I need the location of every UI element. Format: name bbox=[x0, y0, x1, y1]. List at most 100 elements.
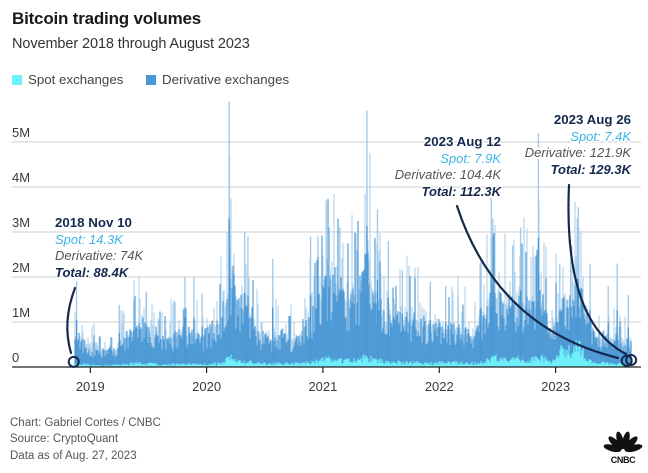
spot-bar bbox=[338, 359, 340, 367]
spot-bar bbox=[557, 355, 559, 367]
derivative-peak-bar bbox=[326, 257, 328, 367]
derivative-bar bbox=[405, 316, 407, 367]
spot-bar bbox=[607, 362, 609, 367]
spot-bar bbox=[107, 364, 109, 367]
derivative-bar bbox=[493, 233, 495, 367]
derivative-bar bbox=[197, 332, 199, 367]
spot-bar bbox=[587, 362, 589, 367]
spot-bar bbox=[177, 363, 179, 367]
spot-bar bbox=[137, 362, 139, 367]
derivative-bar bbox=[477, 325, 479, 367]
derivative-peak-bar bbox=[89, 342, 91, 367]
spot-bar bbox=[103, 365, 105, 367]
derivative-bar bbox=[354, 232, 356, 367]
spot-bar bbox=[258, 362, 260, 367]
spot-bar bbox=[593, 361, 595, 367]
derivative-bar bbox=[150, 343, 152, 367]
spot-bar bbox=[81, 364, 83, 367]
derivative-bar bbox=[183, 308, 185, 367]
derivative-bar bbox=[199, 343, 201, 367]
derivative-bar bbox=[435, 322, 437, 367]
spot-bar bbox=[204, 365, 206, 367]
spot-bar bbox=[265, 364, 267, 367]
spot-bar bbox=[482, 362, 484, 367]
spot-bar bbox=[87, 364, 89, 367]
derivative-bar bbox=[126, 330, 128, 367]
derivative-bar bbox=[161, 349, 163, 367]
derivative-bar bbox=[602, 331, 604, 367]
derivative-bar bbox=[388, 336, 390, 367]
spot-bar bbox=[387, 361, 389, 367]
spot-bar bbox=[200, 363, 202, 367]
derivative-bar bbox=[226, 298, 228, 367]
derivative-peak-bar bbox=[153, 312, 155, 367]
spot-bar bbox=[115, 364, 117, 367]
spot-bar bbox=[517, 356, 519, 367]
spot-bar bbox=[417, 362, 419, 367]
derivative-bar bbox=[601, 346, 603, 367]
derivative-bar bbox=[319, 323, 321, 367]
spot-bar bbox=[558, 357, 560, 367]
spot-bar bbox=[538, 359, 540, 367]
spot-bar bbox=[475, 364, 477, 367]
derivative-bar bbox=[180, 336, 182, 367]
derivative-bar bbox=[286, 342, 288, 367]
spot-bar bbox=[175, 365, 177, 367]
derivative-bar bbox=[416, 336, 418, 367]
spot-bar bbox=[160, 365, 162, 367]
derivative-bar bbox=[351, 301, 353, 367]
derivative-bar bbox=[496, 313, 498, 367]
derivative-bar bbox=[441, 326, 443, 367]
spot-bar bbox=[253, 363, 255, 367]
derivative-bar bbox=[284, 333, 286, 367]
derivative-bar bbox=[85, 348, 87, 367]
spot-bar bbox=[562, 348, 564, 367]
derivative-bar bbox=[410, 342, 412, 367]
derivative-bar bbox=[89, 355, 91, 367]
derivative-bar bbox=[115, 354, 117, 367]
spot-bar bbox=[357, 358, 359, 367]
spot-bar bbox=[568, 345, 570, 367]
x-axis-ticks: 2019 2020 2021 2022 2023 bbox=[76, 367, 570, 394]
spot-bar bbox=[240, 362, 242, 367]
spot-bar bbox=[361, 362, 363, 367]
derivative-bar bbox=[427, 341, 429, 367]
spot-bar bbox=[182, 363, 184, 367]
derivative-bar bbox=[256, 345, 258, 367]
derivative-bar bbox=[279, 349, 281, 367]
derivative-bar bbox=[630, 340, 632, 367]
spot-bar bbox=[174, 364, 176, 367]
spot-bar bbox=[437, 364, 439, 367]
derivative-bar bbox=[108, 348, 110, 367]
spot-bar bbox=[224, 362, 226, 367]
derivative-bar bbox=[370, 310, 372, 367]
derivative-bar bbox=[587, 323, 589, 367]
spot-bar bbox=[369, 362, 371, 367]
spot-bar bbox=[472, 364, 474, 367]
derivative-bar bbox=[619, 321, 621, 367]
spot-bar bbox=[479, 363, 481, 367]
spot-bar bbox=[342, 363, 344, 367]
spot-bar bbox=[171, 363, 173, 367]
spot-bar bbox=[314, 364, 316, 367]
spot-bar bbox=[443, 362, 445, 367]
spot-bar bbox=[234, 358, 236, 367]
spot-bar bbox=[247, 362, 249, 367]
spot-bar bbox=[169, 364, 171, 367]
spot-bar bbox=[474, 361, 476, 367]
derivative-bar bbox=[341, 290, 343, 367]
derivative-bar bbox=[78, 332, 80, 367]
derivative-bar bbox=[444, 338, 446, 367]
y-axis-labels: 0 1M 2M 3M 4M 5M bbox=[12, 125, 30, 365]
derivative-bar bbox=[437, 327, 439, 367]
spot-bar bbox=[564, 349, 566, 367]
spot-bar bbox=[533, 361, 535, 367]
annotation-date: 2018 Nov 10 bbox=[55, 215, 132, 230]
spot-bar bbox=[454, 361, 456, 367]
spot-bar bbox=[116, 364, 118, 367]
spot-bar bbox=[465, 362, 467, 367]
spot-bar bbox=[616, 364, 618, 367]
derivative-bar bbox=[592, 328, 594, 367]
spot-bar bbox=[463, 364, 465, 367]
derivative-bar bbox=[200, 336, 202, 367]
